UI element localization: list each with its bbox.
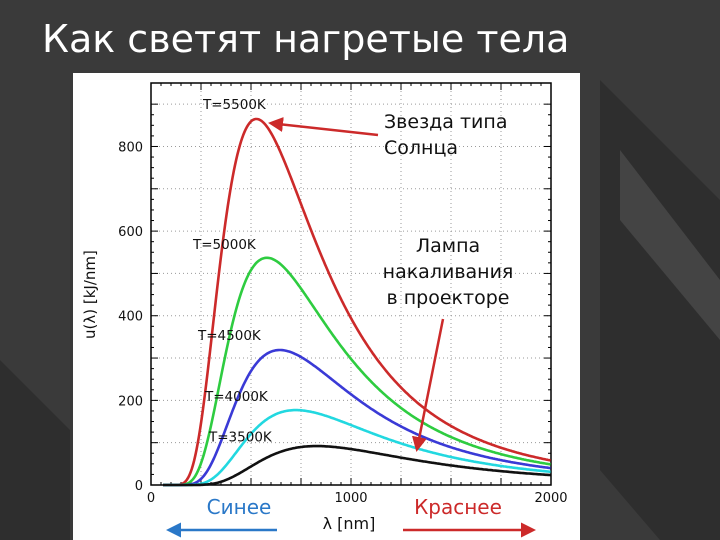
annotation-lamp-line2: накаливания — [382, 261, 514, 283]
arrow-lamp — [411, 318, 445, 452]
blackbody-chart: 0 1000 2000 0 200 400 600 800 λ [nm] u(λ) [kJ/nm]… — [81, 82, 568, 538]
x-tick-label: 1000 — [334, 491, 367, 506]
label-redder: Краснее — [414, 495, 502, 519]
arrow-sun — [268, 117, 379, 137]
series-line-t-3500k — [163, 444, 551, 487]
annotation-lamp-line1: Лампа — [415, 235, 481, 257]
y-axis-label: u(λ) [kJ/nm] — [81, 250, 99, 339]
x-tick-label: 0 — [147, 491, 155, 506]
y-tick-label: 600 — [118, 225, 143, 240]
annotation-sun: Звезда типа Солнца — [384, 109, 507, 161]
series-line-t-4500k — [163, 348, 551, 487]
annotation-sun-line1: Звезда типа — [384, 111, 508, 133]
series-line-t-5000k — [163, 256, 551, 487]
slide-title: Как светят нагретые тела — [42, 17, 570, 61]
annotation-sun-line2: Солнца — [384, 137, 459, 159]
series-label: T=4000K — [204, 389, 269, 405]
series-label: T=3500K — [208, 429, 273, 445]
y-tick-label: 0 — [135, 479, 143, 494]
series-line-t-4000k — [163, 408, 551, 487]
series-line-t-5500k — [163, 117, 551, 487]
x-axis-label: λ [nm] — [323, 514, 376, 533]
y-tick-label: 400 — [118, 310, 143, 325]
label-bluer: Синее — [207, 495, 272, 519]
y-tick-label: 200 — [118, 394, 143, 409]
y-tick-label: 800 — [118, 140, 143, 155]
series-label: T=5500K — [202, 97, 267, 113]
series-label: T=5000K — [192, 237, 257, 253]
annotation-lamp: Лампа накаливания в проекторе — [373, 233, 523, 311]
annotation-lamp-line3: в проекторе — [386, 287, 510, 309]
series-label: T=4500K — [197, 328, 262, 344]
chart-panel: 0 1000 2000 0 200 400 600 800 λ [nm] u(λ) [kJ/nm]… — [73, 73, 580, 540]
x-tick-label: 2000 — [534, 491, 567, 506]
